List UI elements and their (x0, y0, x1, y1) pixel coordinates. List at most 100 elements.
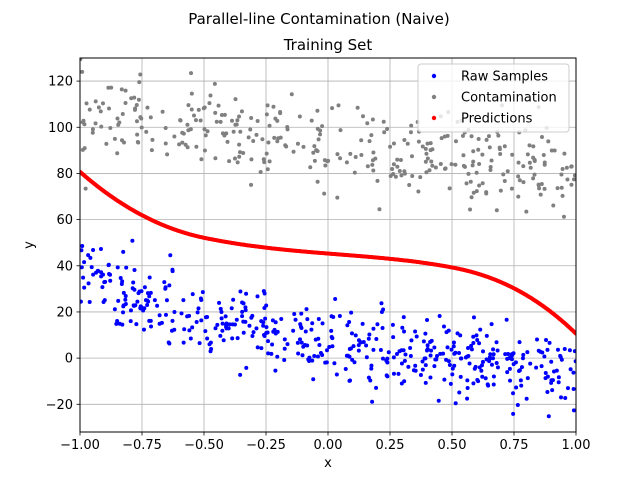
point-contamination (318, 128, 323, 133)
point-raw-sample (423, 363, 428, 368)
point-raw-sample (374, 337, 379, 342)
point-raw-sample (447, 363, 452, 368)
point-contamination (355, 105, 360, 110)
point-contamination (359, 138, 364, 143)
point-contamination (416, 189, 421, 194)
point-raw-sample (172, 310, 177, 314)
point-contamination (194, 144, 199, 149)
point-raw-sample (513, 360, 518, 365)
point-contamination (336, 103, 341, 108)
point-contamination (93, 99, 98, 104)
point-raw-sample (116, 298, 121, 303)
point-raw-sample (375, 322, 380, 327)
point-raw-sample (273, 320, 278, 325)
point-contamination (178, 118, 183, 123)
point-contamination (477, 183, 482, 188)
point-contamination (538, 192, 543, 197)
point-raw-sample (170, 318, 175, 323)
point-raw-sample (450, 372, 455, 377)
point-raw-sample (264, 325, 269, 330)
point-contamination (237, 142, 242, 147)
point-raw-sample (514, 385, 519, 390)
point-raw-sample (489, 322, 494, 327)
point-raw-sample (420, 359, 425, 364)
point-raw-sample (495, 348, 500, 353)
point-contamination (439, 136, 444, 141)
point-contamination (531, 176, 536, 181)
point-contamination (423, 159, 428, 164)
y-tick-label: 40 (56, 259, 73, 274)
point-contamination (189, 91, 194, 96)
point-raw-sample (299, 340, 304, 345)
point-raw-sample (123, 297, 128, 302)
y-tick-label: 0 (65, 352, 73, 367)
point-raw-sample (163, 286, 168, 291)
point-contamination (100, 101, 105, 106)
point-contamination (265, 103, 270, 108)
point-contamination (565, 177, 570, 182)
point-contamination (370, 162, 375, 167)
point-contamination (527, 160, 532, 165)
point-raw-sample (123, 302, 128, 307)
point-raw-sample (91, 248, 96, 253)
point-raw-sample (86, 281, 91, 286)
point-raw-sample (300, 353, 305, 358)
point-raw-sample (234, 317, 239, 322)
point-raw-sample (86, 253, 91, 258)
point-contamination (370, 117, 375, 122)
point-raw-sample (465, 396, 470, 401)
point-contamination (273, 116, 278, 121)
point-contamination (134, 103, 139, 108)
point-contamination (202, 148, 207, 153)
point-contamination (516, 160, 521, 165)
point-raw-sample (458, 356, 463, 361)
point-contamination (377, 207, 382, 212)
point-contamination (120, 138, 124, 143)
point-contamination (539, 135, 544, 139)
point-raw-sample (197, 341, 202, 346)
point-raw-sample (370, 399, 375, 404)
point-contamination (186, 103, 191, 108)
point-contamination (267, 123, 272, 128)
point-contamination (555, 186, 560, 191)
point-contamination (532, 172, 537, 177)
point-contamination (132, 95, 137, 100)
point-contamination (474, 170, 479, 175)
point-raw-sample (511, 391, 516, 396)
point-contamination (391, 141, 396, 146)
point-raw-sample (273, 331, 278, 336)
y-tick-label: 100 (48, 121, 73, 136)
point-raw-sample (334, 372, 339, 377)
point-contamination (188, 127, 193, 132)
point-contamination (82, 122, 87, 127)
point-raw-sample (478, 327, 483, 332)
point-contamination (489, 158, 494, 163)
point-contamination (260, 137, 265, 142)
point-raw-sample (535, 337, 540, 342)
point-contamination (371, 150, 376, 155)
point-contamination (115, 151, 120, 156)
point-contamination (150, 137, 155, 142)
point-contamination (561, 214, 566, 219)
point-raw-sample (565, 386, 570, 391)
x-tick-label: 0.25 (376, 438, 405, 453)
point-raw-sample (521, 352, 526, 357)
point-raw-sample (200, 290, 205, 295)
point-raw-sample (304, 307, 309, 312)
point-contamination (218, 119, 223, 124)
point-raw-sample (379, 301, 384, 306)
point-raw-sample (562, 347, 567, 352)
point-raw-sample (428, 375, 433, 380)
point-contamination (468, 207, 473, 212)
point-raw-sample (559, 395, 563, 400)
point-raw-sample (491, 352, 496, 357)
point-raw-sample (190, 325, 195, 330)
point-raw-sample (442, 377, 447, 382)
x-tick-label: 1.00 (562, 438, 591, 453)
point-contamination (135, 132, 140, 137)
point-contamination (93, 121, 98, 126)
point-raw-sample (573, 359, 576, 364)
point-contamination (308, 165, 313, 170)
point-raw-sample (270, 318, 275, 323)
